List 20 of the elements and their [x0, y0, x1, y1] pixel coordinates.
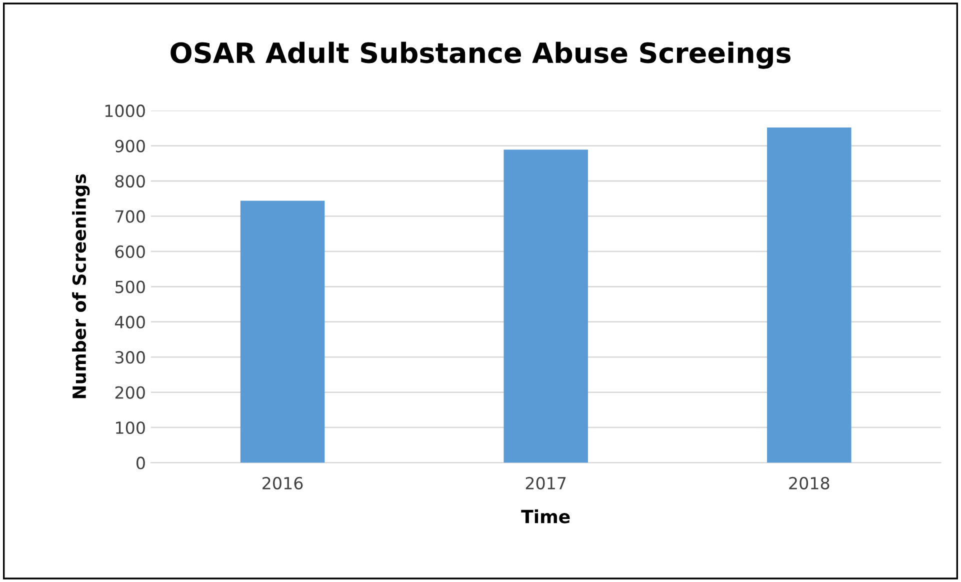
y-tick-label: 0 — [136, 456, 145, 470]
y-tick-label: 100 — [116, 421, 145, 434]
x-axis-title: Time — [521, 509, 570, 524]
y-tick-label: 600 — [115, 245, 145, 258]
x-tick-label: 2018 — [789, 476, 830, 490]
y-tick-label: 800 — [115, 174, 145, 188]
y-tick-label: 200 — [115, 386, 145, 399]
bar — [767, 127, 852, 463]
y-tick-label: 900 — [115, 140, 145, 152]
chart-title: OSAR Adult Substance Abuse Screeings — [170, 42, 790, 69]
bar — [240, 200, 325, 463]
y-tick-label: 500 — [115, 280, 145, 294]
x-tick-label: 2016 — [262, 476, 303, 490]
y-tick-label: 1000 — [105, 104, 145, 118]
x-tick-label: 2017 — [526, 476, 566, 490]
y-axis-title: Number of Screenings — [72, 174, 90, 398]
y-tick-label: 300 — [115, 351, 145, 364]
bar — [504, 150, 588, 463]
y-tick-label: 700 — [116, 210, 145, 223]
y-tick-label: 400 — [115, 316, 145, 328]
